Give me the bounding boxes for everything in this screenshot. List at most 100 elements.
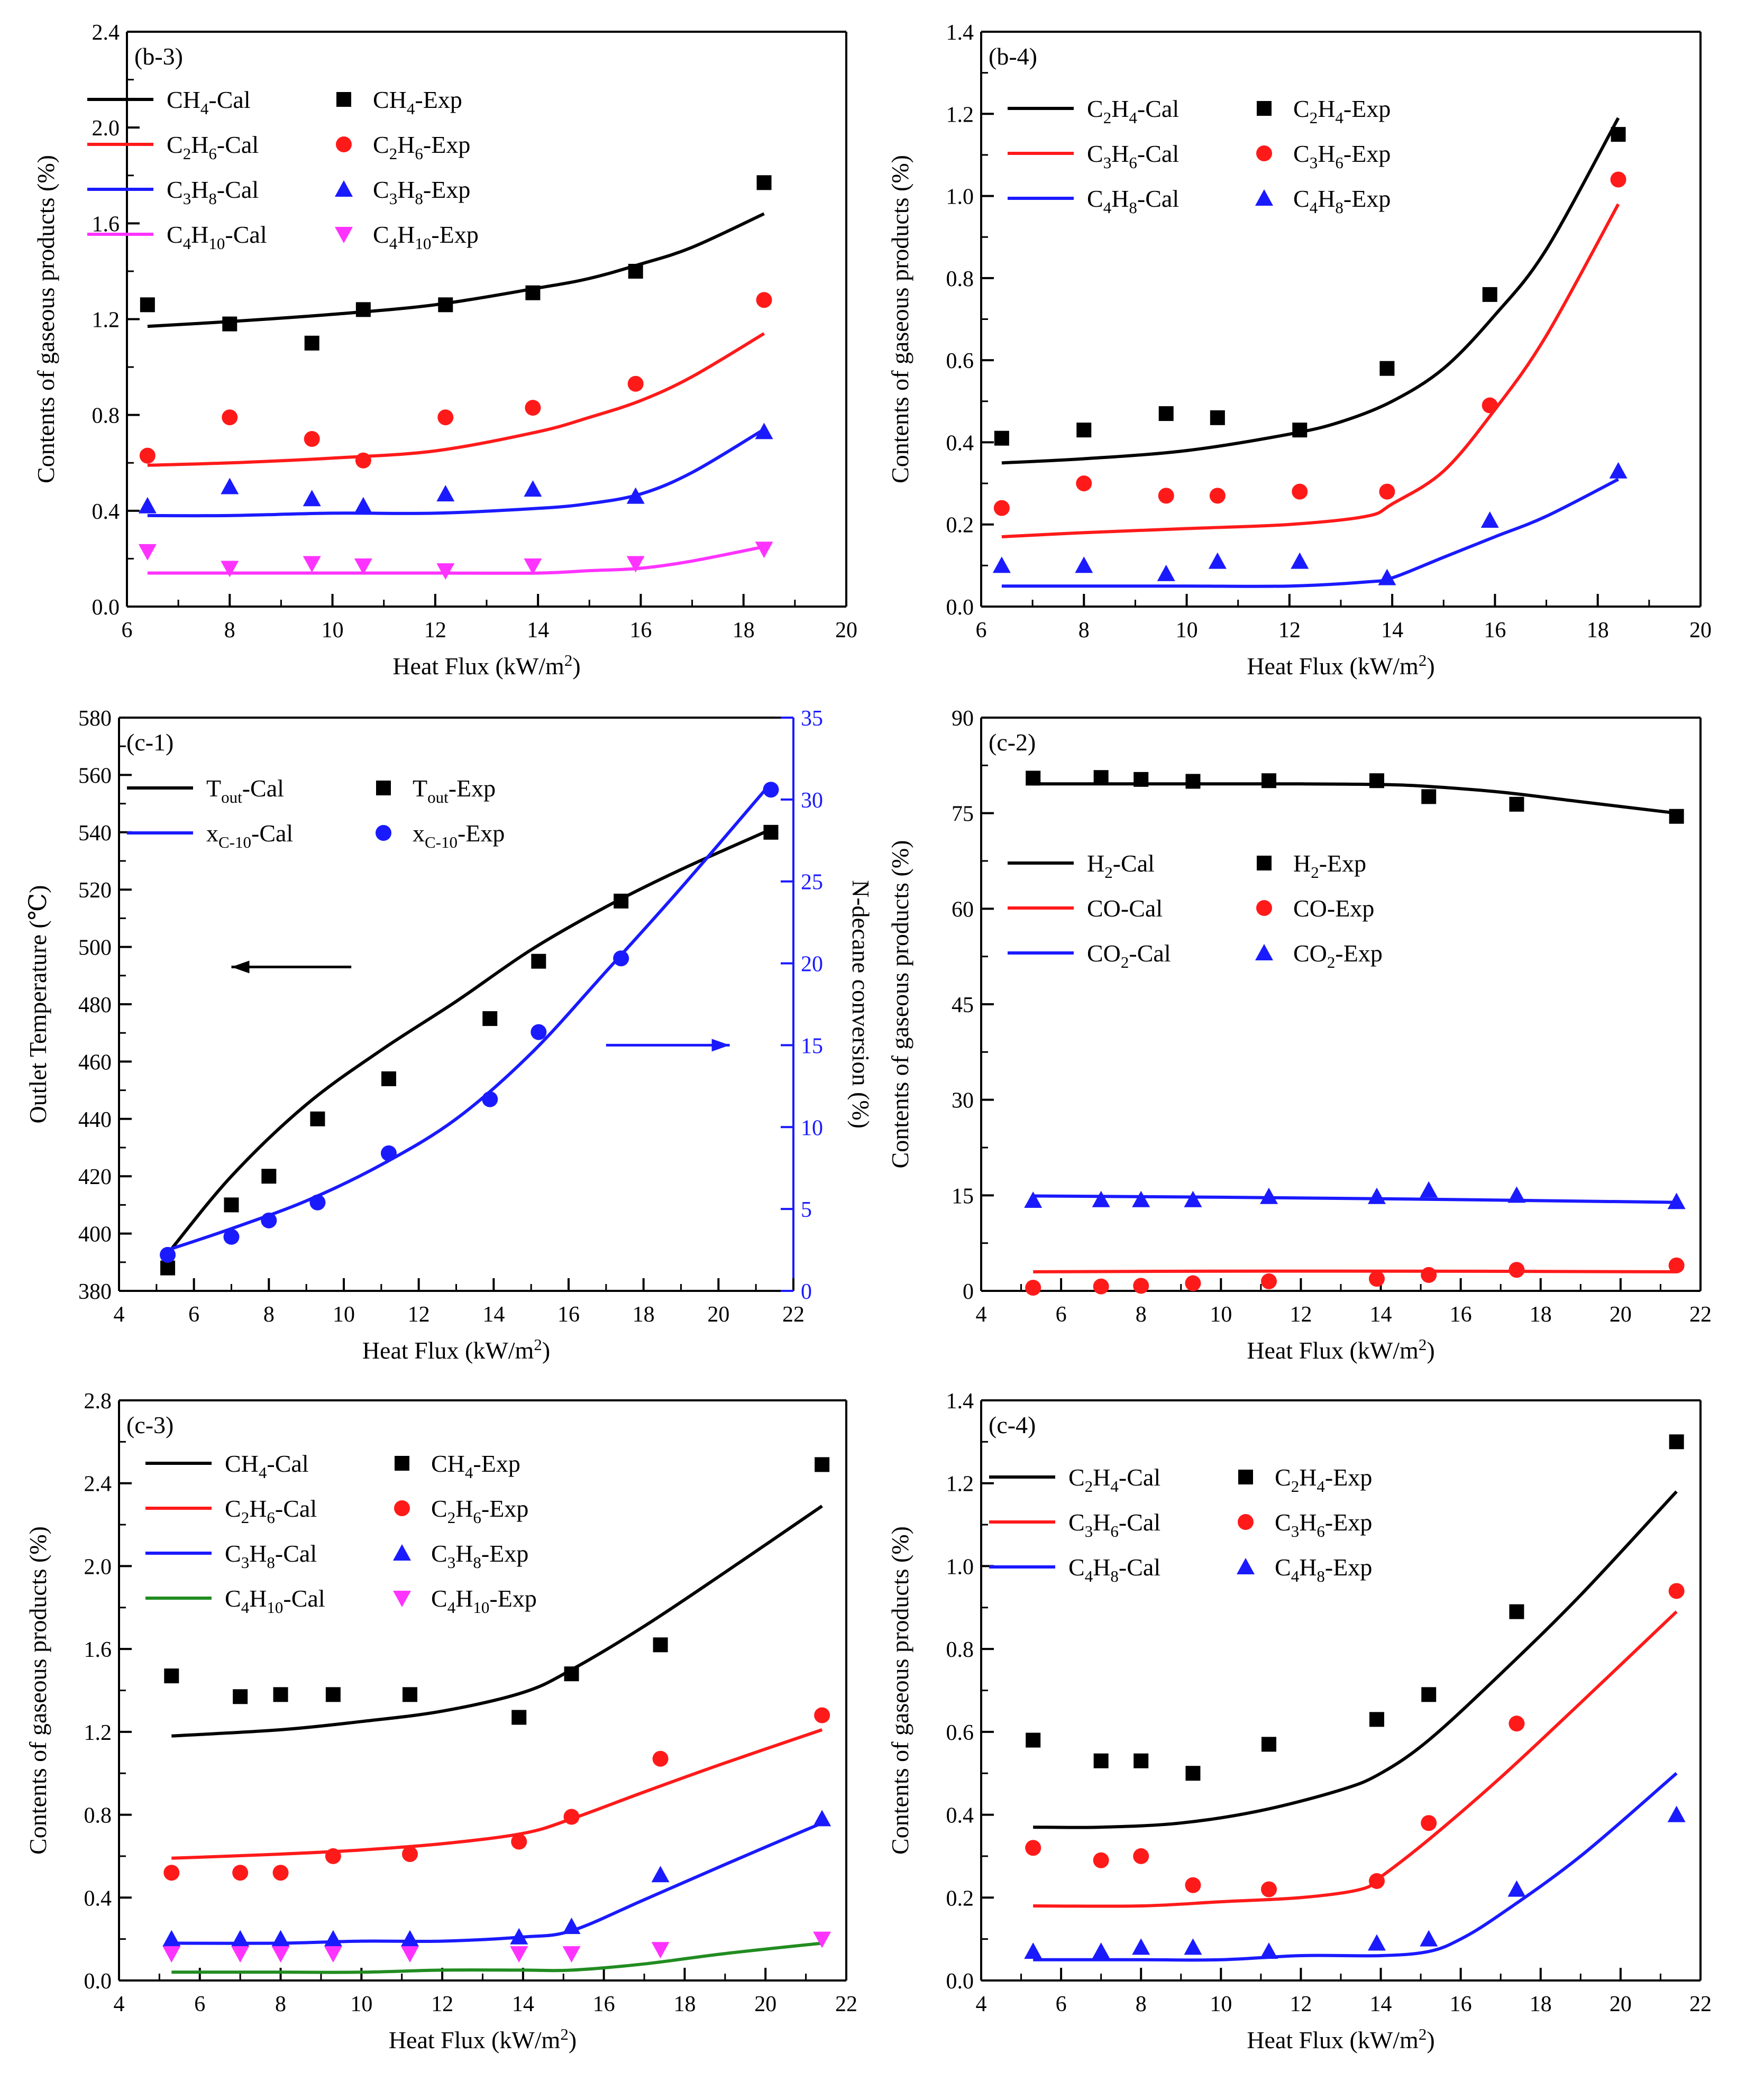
exp-point-xc-10 bbox=[261, 1212, 277, 1228]
chart-c4: 4 6 8 10 12 14 16 18 20 22 0.0 0.2 0.4 0.6 0.8 1.0 1.2 1.… bbox=[886, 1389, 1712, 2053]
exp-point-c3h6 bbox=[1668, 1583, 1685, 1599]
y-axis-label: Outlet Temperature (℃) bbox=[24, 885, 51, 1124]
legend-marker-c3h8 bbox=[393, 1544, 411, 1561]
exp-point-c3h6 bbox=[1292, 483, 1308, 500]
exp-point-co2 bbox=[1420, 1181, 1438, 1198]
y-tick-label: 0.6 bbox=[946, 1721, 974, 1745]
exp-point-co2 bbox=[1260, 1187, 1278, 1204]
x-tick-label: 18 bbox=[1530, 1303, 1552, 1327]
x-tick-label: 6 bbox=[122, 618, 133, 643]
exp-point-c3h8 bbox=[524, 480, 542, 497]
exp-point-c2h6 bbox=[222, 409, 238, 426]
x-tick-label: 6 bbox=[188, 1303, 199, 1327]
legend-exp-label: C4H10-Exp bbox=[373, 221, 479, 253]
legend-marker-ch4 bbox=[336, 92, 351, 107]
exp-point-c3h8 bbox=[231, 1930, 250, 1947]
x-tick-label: 18 bbox=[673, 1992, 696, 2016]
exp-point-h2 bbox=[1669, 809, 1684, 824]
chart-b4: 6 8 10 12 14 16 18 20 0.0 0.2 0.4 0.6 0.8 1.0 1.2 1.4 He… bbox=[886, 21, 1712, 680]
cal-line-c4h10 bbox=[147, 545, 765, 575]
x-tick-label: 16 bbox=[1450, 1303, 1472, 1327]
exp-point-ch4 bbox=[140, 297, 155, 313]
x-tick-label: 8 bbox=[224, 618, 235, 643]
exp-point-c3h6 bbox=[1509, 1716, 1525, 1732]
exp-point-c4h8 bbox=[1378, 568, 1396, 585]
x-tick-label: 10 bbox=[322, 618, 344, 643]
x-tick-label: 8 bbox=[1078, 618, 1090, 643]
x-tick-label: 20 bbox=[1689, 618, 1712, 643]
exp-point-c3h8 bbox=[651, 1866, 670, 1883]
exp-point-ch4 bbox=[815, 1457, 830, 1472]
exp-point-c4h8 bbox=[1184, 1938, 1202, 1955]
exp-point-c2h4 bbox=[1185, 1766, 1201, 1781]
exp-point-ch4 bbox=[222, 316, 237, 332]
y-tick-label: 0 bbox=[963, 1280, 974, 1304]
legend-marker-ch4 bbox=[395, 1456, 409, 1471]
exp-point-co bbox=[1509, 1262, 1525, 1278]
panel-label: (c-2) bbox=[989, 729, 1036, 756]
exp-point-ch4 bbox=[628, 263, 643, 279]
exp-point-c3h8 bbox=[162, 1930, 181, 1947]
legend-exp-label: CH4-Exp bbox=[373, 86, 462, 118]
exp-point-c2h6 bbox=[563, 1809, 580, 1825]
cal-line-co bbox=[1033, 1269, 1677, 1273]
exp-point-c4h8 bbox=[1480, 511, 1499, 528]
x-tick-label: 16 bbox=[593, 1992, 615, 2016]
legend-cal-label: C2H4-Cal bbox=[1068, 1464, 1160, 1496]
x-tick-label: 14 bbox=[1370, 1303, 1392, 1327]
x-tick-label: 22 bbox=[835, 1992, 857, 2016]
legend-exp-label: C3H6-Exp bbox=[1293, 140, 1391, 172]
y-tick-label: 45 bbox=[952, 993, 974, 1017]
exp-point-c4h10 bbox=[401, 1946, 419, 1963]
exp-point-c3h8 bbox=[510, 1928, 528, 1945]
x-tick-label: 12 bbox=[1278, 618, 1301, 643]
exp-point-c2h4 bbox=[1611, 127, 1626, 142]
exp-point-h2 bbox=[1026, 771, 1041, 786]
y-tick-label: 90 bbox=[952, 707, 974, 731]
legend-exp-label: H2-Exp bbox=[1293, 850, 1366, 882]
x-tick-label: 10 bbox=[1176, 618, 1198, 643]
y-tick-label: 60 bbox=[952, 897, 974, 922]
exp-point-c2h4 bbox=[1379, 361, 1395, 376]
legend-exp-label: Tout-Exp bbox=[413, 775, 496, 806]
exp-point-c3h6 bbox=[1025, 1840, 1041, 1856]
exp-point-tout bbox=[381, 1071, 396, 1086]
exp-point-c4h8 bbox=[1132, 1938, 1150, 1955]
exp-point-co bbox=[1421, 1267, 1437, 1283]
exp-point-c4h8 bbox=[1368, 1934, 1386, 1951]
exp-point-ch4 bbox=[756, 175, 772, 190]
cal-line-c4h10 bbox=[171, 1941, 822, 1974]
x-tick-label: 10 bbox=[1210, 1303, 1232, 1327]
exp-point-h2 bbox=[1421, 789, 1437, 804]
panel-label: (b-4) bbox=[989, 43, 1037, 70]
x-tick-label: 14 bbox=[512, 1992, 534, 2016]
y-tick-label: 1.4 bbox=[946, 1389, 974, 1414]
x-tick-label: 16 bbox=[1450, 1992, 1472, 2016]
x-axis-label: Heat Flux (kW/m2) bbox=[1247, 651, 1434, 680]
exp-point-xc-10 bbox=[381, 1145, 397, 1161]
y2-tick-label: 35 bbox=[801, 707, 823, 731]
y-tick-label: 0.8 bbox=[92, 404, 120, 428]
y-tick-label: 380 bbox=[78, 1280, 112, 1304]
legend-marker-co bbox=[1256, 900, 1272, 916]
legend-marker-c2h6 bbox=[394, 1500, 410, 1516]
legend-marker-c4h8 bbox=[1255, 189, 1273, 206]
legend-marker-c2h4 bbox=[1238, 1470, 1253, 1484]
y-tick-label: 0.0 bbox=[946, 1969, 974, 1994]
exp-point-c3h8 bbox=[138, 497, 157, 513]
exp-point-c4h8 bbox=[1291, 552, 1309, 569]
y-tick-label: 2.4 bbox=[84, 1472, 112, 1497]
cal-line-c3h8 bbox=[171, 1821, 823, 1945]
legend-exp-label: C2H4-Exp bbox=[1275, 1464, 1372, 1496]
y2-axis-label: N-decane conversion (%) bbox=[847, 880, 874, 1129]
x-tick-label: 20 bbox=[1610, 1992, 1632, 2016]
legend-exp-label: C2H4-Exp bbox=[1293, 95, 1391, 127]
exp-point-h2 bbox=[1369, 773, 1384, 788]
exp-point-c2h4 bbox=[1093, 1753, 1109, 1768]
exp-point-xc-10 bbox=[223, 1228, 240, 1245]
exp-point-co bbox=[1668, 1257, 1685, 1273]
y-tick-label: 2.4 bbox=[92, 21, 120, 45]
y-tick-label: 460 bbox=[78, 1050, 112, 1075]
exp-point-co2 bbox=[1507, 1186, 1526, 1203]
y-tick-label: 540 bbox=[78, 821, 112, 846]
